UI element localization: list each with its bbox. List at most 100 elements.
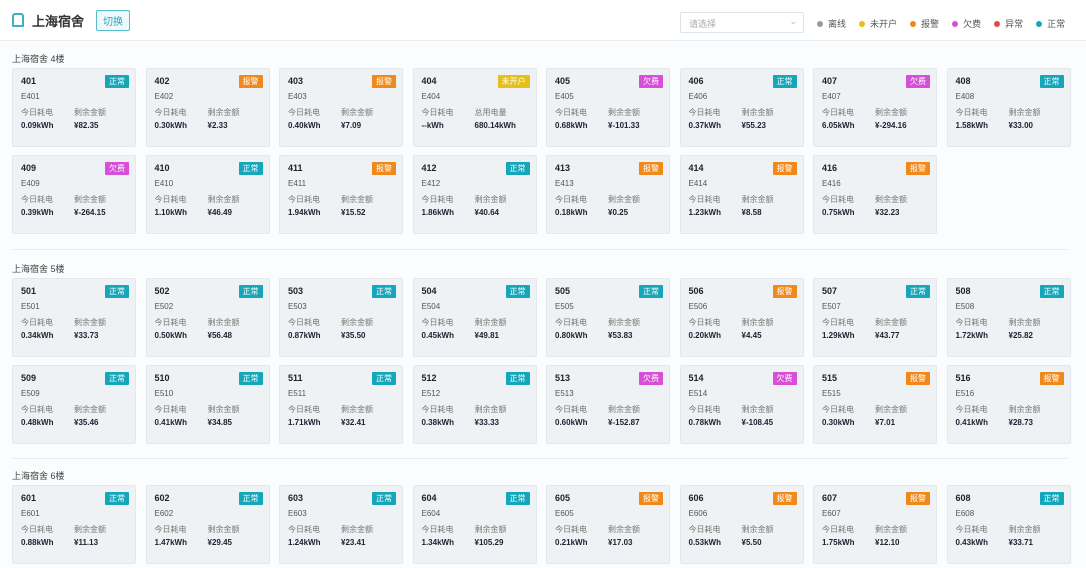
balance-label: 总用电量 xyxy=(474,108,507,117)
room-number: 506 xyxy=(688,286,704,296)
usage-value: 1.75kWh xyxy=(822,538,855,547)
room-card[interactable]: 504 正常 E504 今日耗电 剩余金额 0.45kWh ¥49.81 xyxy=(412,278,537,357)
room-card[interactable]: 410 正常 E410 今日耗电 剩余金额 1.10kWh ¥46.49 xyxy=(145,155,270,234)
balance-value: ¥15.52 xyxy=(341,208,366,217)
room-card[interactable]: 412 正常 E412 今日耗电 剩余金额 1.86kWh ¥40.64 xyxy=(412,155,537,234)
room-card[interactable]: 507 正常 E507 今日耗电 剩余金额 1.29kWh ¥43.77 xyxy=(813,278,937,357)
balance-value: ¥33.00 xyxy=(1008,121,1033,130)
room-number: 402 xyxy=(154,76,170,86)
room-card[interactable]: 604 正常 E604 今日耗电 剩余金额 1.34kWh ¥105.29 xyxy=(412,485,537,564)
room-number: 510 xyxy=(154,373,170,383)
balance-value: 680.14kWh xyxy=(474,121,516,130)
room-card[interactable]: 402 报警 E402 今日耗电 剩余金额 0.30kWh ¥2.33 xyxy=(145,68,270,147)
room-card[interactable]: 404 未开户 E404 今日耗电 总用电量 --kWh 680.14kWh xyxy=(412,68,537,147)
room-card[interactable]: 606 报警 E606 今日耗电 剩余金额 0.53kWh ¥5.50 xyxy=(679,485,804,564)
meter-code: E507 xyxy=(822,302,841,311)
room-card[interactable]: 401 正常 E401 今日耗电 剩余金额 0.09kWh ¥82.35 xyxy=(12,68,136,147)
room-card[interactable]: 512 正常 E512 今日耗电 剩余金额 0.38kWh ¥33.33 xyxy=(412,365,537,444)
room-card[interactable]: 514 欠费 E514 今日耗电 剩余金额 0.78kWh ¥-108.45 xyxy=(679,365,804,444)
room-number: 602 xyxy=(154,493,170,503)
usage-label: 今日耗电 xyxy=(154,405,187,414)
usage-value: 0.87kWh xyxy=(288,331,321,340)
usage-label: 今日耗电 xyxy=(955,318,988,327)
room-card[interactable]: 506 报警 E506 今日耗电 剩余金额 0.20kWh ¥4.45 xyxy=(679,278,804,357)
legend-item: 报警 xyxy=(910,17,939,30)
room-card[interactable]: 414 报警 E414 今日耗电 剩余金额 1.23kWh ¥8.58 xyxy=(679,155,804,234)
room-card[interactable]: 516 报警 E516 今日耗电 剩余金额 0.41kWh ¥28.73 xyxy=(946,365,1071,444)
usage-label: 今日耗电 xyxy=(555,195,587,204)
room-card[interactable]: 601 正常 E601 今日耗电 剩余金额 0.88kWh ¥11.13 xyxy=(12,485,136,564)
room-number: 503 xyxy=(288,286,304,296)
meter-code: E506 xyxy=(688,302,708,311)
room-card[interactable]: 608 正常 E608 今日耗电 剩余金额 0.43kWh ¥33.71 xyxy=(946,485,1071,564)
switch-button[interactable]: 切换 xyxy=(96,9,131,31)
room-card[interactable]: 603 正常 E603 今日耗电 剩余金额 1.24kWh ¥23.41 xyxy=(279,485,403,564)
room-card[interactable]: 408 正常 E408 今日耗电 剩余金额 1.58kWh ¥33.00 xyxy=(946,68,1071,147)
usage-value: 0.30kWh xyxy=(154,121,187,130)
meter-code: E606 xyxy=(688,509,708,518)
balance-value: ¥23.41 xyxy=(341,538,366,547)
room-card[interactable]: 607 报警 E607 今日耗电 剩余金额 1.75kWh ¥12.10 xyxy=(813,485,937,564)
status-badge: 正常 xyxy=(1039,492,1064,505)
room-card[interactable]: 411 报警 E411 今日耗电 剩余金额 1.94kWh ¥15.52 xyxy=(279,155,403,234)
room-number: 505 xyxy=(555,286,571,296)
room-number: 507 xyxy=(822,286,838,296)
status-badge: 正常 xyxy=(238,162,263,175)
usage-label: 今日耗电 xyxy=(21,525,53,534)
balance-label: 剩余金额 xyxy=(341,108,373,117)
room-card[interactable]: 406 正常 E406 今日耗电 剩余金额 0.37kWh ¥55.23 xyxy=(679,68,804,147)
usage-value: 0.39kWh xyxy=(21,208,54,217)
balance-value: ¥46.49 xyxy=(207,208,232,217)
usage-label: 今日耗电 xyxy=(421,405,454,414)
room-card[interactable]: 407 欠费 E407 今日耗电 剩余金额 6.05kWh ¥-294.16 xyxy=(813,68,937,147)
room-card[interactable]: 505 正常 E505 今日耗电 剩余金额 0.80kWh ¥53.83 xyxy=(546,278,670,357)
usage-label: 今日耗电 xyxy=(421,108,454,117)
room-card[interactable]: 515 报警 E515 今日耗电 剩余金额 0.30kWh ¥7.01 xyxy=(813,365,937,444)
page-title: 上海宿舍 xyxy=(32,13,85,29)
meter-code: E405 xyxy=(555,92,574,101)
room-number: 608 xyxy=(955,493,971,503)
meter-code: E516 xyxy=(955,389,975,398)
room-card[interactable]: 403 报警 E403 今日耗电 剩余金额 0.40kWh ¥7.09 xyxy=(279,68,403,147)
usage-label: 今日耗电 xyxy=(955,108,988,117)
balance-value: ¥32.23 xyxy=(875,208,900,217)
room-card[interactable]: 502 正常 E502 今日耗电 剩余金额 0.50kWh ¥56.48 xyxy=(145,278,270,357)
room-card[interactable]: 510 正常 E510 今日耗电 剩余金额 0.41kWh ¥34.85 xyxy=(145,365,270,444)
room-number: 410 xyxy=(154,163,170,173)
floor-label: 上海宿舍 6楼 xyxy=(12,471,65,481)
room-number: 412 xyxy=(421,163,437,173)
room-card[interactable]: 409 欠费 E409 今日耗电 剩余金额 0.39kWh ¥-264.15 xyxy=(12,155,136,234)
balance-label: 剩余金额 xyxy=(741,318,774,327)
balance-value: ¥17.03 xyxy=(608,538,633,547)
room-card[interactable]: 602 正常 E602 今日耗电 剩余金额 1.47kWh ¥29.45 xyxy=(145,485,270,564)
room-number: 411 xyxy=(288,163,303,173)
balance-value: ¥4.45 xyxy=(741,331,762,340)
room-card[interactable]: 508 正常 E508 今日耗电 剩余金额 1.72kWh ¥25.82 xyxy=(946,278,1071,357)
usage-label: 今日耗电 xyxy=(688,525,721,534)
meter-code: E409 xyxy=(21,179,40,188)
room-card[interactable]: 501 正常 E501 今日耗电 剩余金额 0.34kWh ¥33.73 xyxy=(12,278,136,357)
usage-label: 今日耗电 xyxy=(555,525,587,534)
room-card[interactable]: 513 欠费 E513 今日耗电 剩余金额 0.60kWh ¥-152.87 xyxy=(546,365,670,444)
usage-label: 今日耗电 xyxy=(21,318,53,327)
room-card[interactable]: 416 报警 E416 今日耗电 剩余金额 0.75kWh ¥32.23 xyxy=(813,155,937,234)
room-number: 513 xyxy=(555,373,571,383)
room-card[interactable]: 605 报警 E605 今日耗电 剩余金额 0.21kWh ¥17.03 xyxy=(546,485,670,564)
usage-label: 今日耗电 xyxy=(288,525,320,534)
room-card[interactable]: 405 欠费 E405 今日耗电 剩余金额 0.68kWh ¥-101.33 xyxy=(546,68,670,147)
room-card[interactable]: 511 正常 E511 今日耗电 剩余金额 1.71kWh ¥32.41 xyxy=(279,365,403,444)
meter-code: E501 xyxy=(21,302,40,311)
filter-select[interactable]: 请选择 ⌄ xyxy=(680,12,804,33)
room-number: 516 xyxy=(955,373,971,383)
room-card[interactable]: 509 正常 E509 今日耗电 剩余金额 0.48kWh ¥35.46 xyxy=(12,365,136,444)
legend-label: 欠费 xyxy=(963,19,982,29)
meter-code: E603 xyxy=(288,509,307,518)
room-card[interactable]: 413 报警 E413 今日耗电 剩余金额 0.18kWh ¥0.25 xyxy=(546,155,670,234)
room-card[interactable]: 503 正常 E503 今日耗电 剩余金额 0.87kWh ¥35.50 xyxy=(279,278,403,357)
usage-value: 0.80kWh xyxy=(555,331,588,340)
balance-value: ¥0.25 xyxy=(608,208,629,217)
usage-label: 今日耗电 xyxy=(288,108,320,117)
meter-code: E602 xyxy=(154,509,174,518)
room-grid: 601 正常 E601 今日耗电 剩余金额 0.88kWh ¥11.13 602 正… xyxy=(12,485,1080,564)
balance-label: 剩余金额 xyxy=(608,195,640,204)
